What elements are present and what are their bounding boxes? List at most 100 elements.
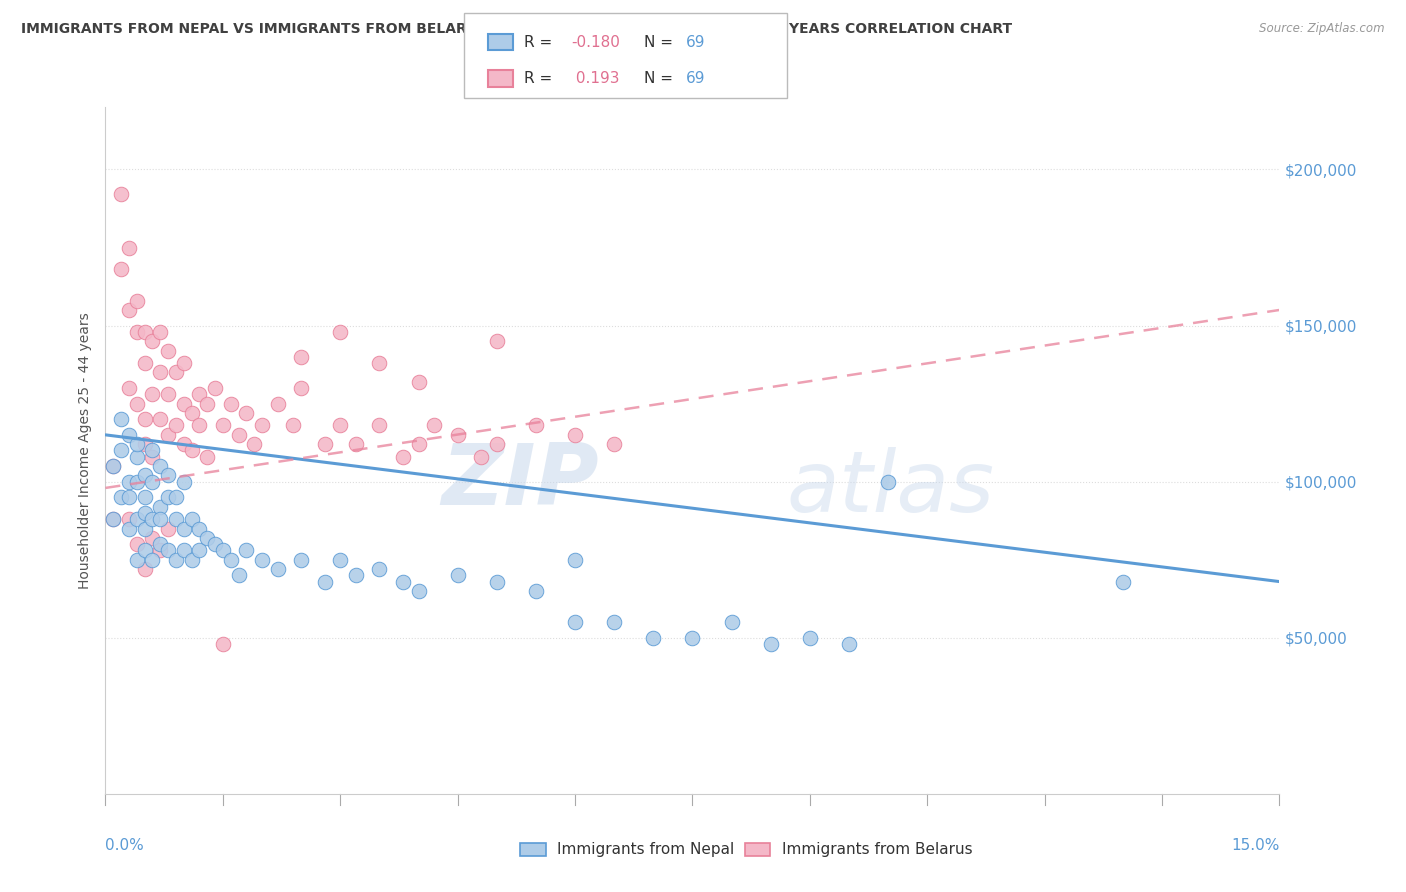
Point bbox=[290, 381, 312, 395]
Text: 15.0%: 15.0% bbox=[1232, 838, 1279, 853]
Point bbox=[204, 381, 226, 395]
Point bbox=[118, 490, 141, 504]
Text: 0.193: 0.193 bbox=[571, 71, 619, 86]
Point bbox=[643, 631, 665, 645]
Point bbox=[408, 437, 430, 451]
Point bbox=[392, 574, 415, 589]
Point bbox=[141, 512, 163, 526]
Point bbox=[603, 615, 626, 630]
Point bbox=[125, 437, 148, 451]
Point bbox=[134, 325, 156, 339]
Point bbox=[446, 427, 468, 442]
Point bbox=[188, 521, 211, 535]
Point bbox=[134, 490, 156, 504]
Point bbox=[759, 637, 782, 651]
Text: N =: N = bbox=[644, 35, 678, 50]
Point bbox=[173, 396, 195, 410]
Point bbox=[165, 512, 187, 526]
Point bbox=[157, 543, 180, 558]
Point bbox=[235, 406, 257, 420]
Point bbox=[250, 552, 273, 567]
Point bbox=[408, 583, 430, 598]
Text: IMMIGRANTS FROM NEPAL VS IMMIGRANTS FROM BELARUS HOUSEHOLDER INCOME AGES 25 - 44: IMMIGRANTS FROM NEPAL VS IMMIGRANTS FROM… bbox=[21, 22, 1012, 37]
Point bbox=[219, 552, 242, 567]
Point bbox=[134, 521, 156, 535]
Point bbox=[524, 583, 547, 598]
Point bbox=[141, 334, 163, 348]
Text: N =: N = bbox=[644, 71, 678, 86]
Point bbox=[485, 437, 508, 451]
Point bbox=[103, 512, 125, 526]
Point bbox=[228, 568, 250, 582]
Point bbox=[228, 427, 250, 442]
Point bbox=[149, 512, 172, 526]
Point bbox=[211, 543, 233, 558]
Point bbox=[446, 568, 468, 582]
Point bbox=[564, 552, 586, 567]
Point bbox=[344, 568, 367, 582]
Point bbox=[1112, 574, 1135, 589]
Text: Source: ZipAtlas.com: Source: ZipAtlas.com bbox=[1260, 22, 1385, 36]
Point bbox=[603, 437, 626, 451]
Point bbox=[157, 343, 180, 358]
Point bbox=[344, 437, 367, 451]
Point bbox=[180, 443, 202, 458]
Point bbox=[134, 412, 156, 426]
Point bbox=[564, 427, 586, 442]
Point bbox=[125, 293, 148, 308]
Point bbox=[314, 437, 336, 451]
Point bbox=[243, 437, 266, 451]
Point bbox=[118, 381, 141, 395]
Point bbox=[329, 552, 352, 567]
Point bbox=[103, 512, 125, 526]
Point bbox=[157, 468, 180, 483]
Y-axis label: Householder Income Ages 25 - 44 years: Householder Income Ages 25 - 44 years bbox=[77, 312, 91, 589]
Point bbox=[118, 240, 141, 255]
Point bbox=[110, 490, 132, 504]
Point bbox=[204, 537, 226, 551]
Point bbox=[314, 574, 336, 589]
Point bbox=[219, 396, 242, 410]
Point bbox=[211, 637, 233, 651]
Point bbox=[134, 468, 156, 483]
Point bbox=[392, 450, 415, 464]
Text: -0.180: -0.180 bbox=[571, 35, 620, 50]
Point bbox=[118, 303, 141, 318]
Point bbox=[173, 356, 195, 370]
Point bbox=[266, 396, 288, 410]
Point bbox=[118, 512, 141, 526]
Point bbox=[188, 543, 211, 558]
Point bbox=[134, 437, 156, 451]
Point bbox=[149, 543, 172, 558]
Point bbox=[141, 387, 163, 401]
Point bbox=[118, 521, 141, 535]
Point bbox=[134, 356, 156, 370]
Point bbox=[266, 562, 288, 576]
Point bbox=[290, 350, 312, 364]
Text: 0.0%: 0.0% bbox=[105, 838, 145, 853]
Point bbox=[173, 543, 195, 558]
Point bbox=[149, 500, 172, 514]
Text: ZIP: ZIP bbox=[441, 440, 599, 523]
Text: R =: R = bbox=[524, 35, 558, 50]
Text: R =: R = bbox=[524, 71, 558, 86]
Point bbox=[110, 187, 132, 202]
Point bbox=[470, 450, 492, 464]
Point bbox=[877, 475, 900, 489]
Point bbox=[195, 450, 218, 464]
Point bbox=[149, 537, 172, 551]
Text: atlas: atlas bbox=[786, 447, 994, 530]
Point bbox=[125, 396, 148, 410]
Point bbox=[157, 490, 180, 504]
Point bbox=[157, 387, 180, 401]
Point bbox=[180, 552, 202, 567]
Point bbox=[681, 631, 703, 645]
Point bbox=[110, 262, 132, 277]
Point bbox=[134, 543, 156, 558]
Point bbox=[103, 458, 125, 473]
Text: 69: 69 bbox=[686, 71, 706, 86]
Text: Immigrants from Belarus: Immigrants from Belarus bbox=[782, 842, 973, 856]
Point bbox=[125, 475, 148, 489]
Point bbox=[564, 615, 586, 630]
Point bbox=[329, 418, 352, 433]
